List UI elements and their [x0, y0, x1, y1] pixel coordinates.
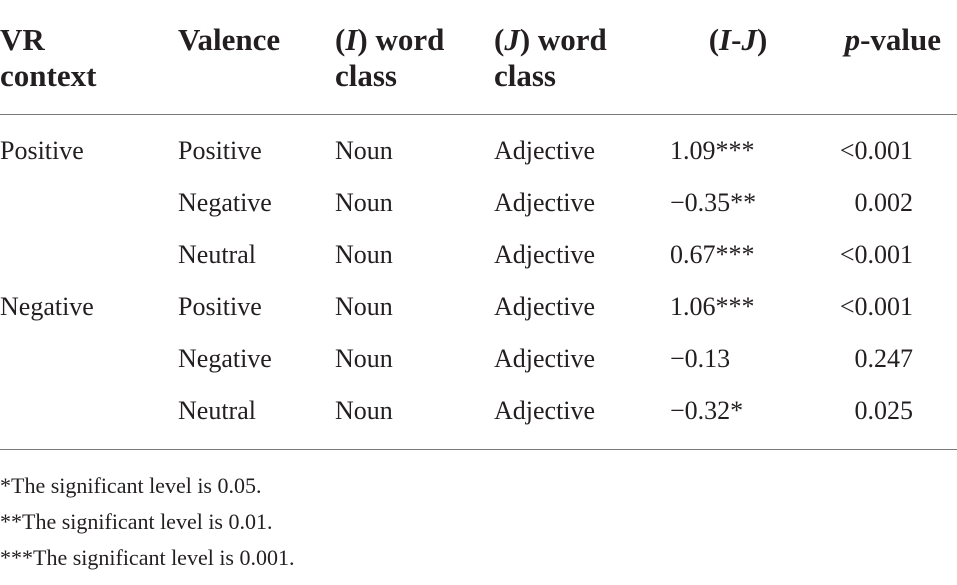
cell-diff: 0.67*** [670, 240, 755, 269]
cell-i-class: Noun [335, 385, 494, 450]
cell-j-class: Adjective [494, 188, 596, 217]
header-diff-i: I [719, 22, 732, 57]
cell-vr-context [0, 333, 178, 385]
cell-vr-context [0, 177, 178, 229]
cell-j-class: Adjective [494, 136, 596, 165]
cell-j-class: Adjective [494, 292, 596, 321]
cell-i-class: Noun [335, 344, 393, 373]
header-diff-dash: - [731, 22, 742, 57]
header-j-var: J [504, 22, 520, 57]
cell-vr-context [0, 229, 178, 281]
header-i-word-class: (I) word class [335, 0, 494, 115]
results-table: VR context Valence (I) word class (J) wo… [0, 0, 957, 450]
cell-j-class: Adjective [494, 385, 670, 450]
cell-p-value: <0.001 [839, 136, 913, 165]
header-diff-close: ) [756, 22, 768, 57]
cell-i-class: Noun [335, 136, 393, 165]
table-footnotes: *The significant level is 0.05. **The si… [0, 468, 295, 576]
footnote: *The significant level is 0.05. [0, 473, 262, 498]
header-p-rest: -value [860, 22, 941, 57]
header-j-close-paren: ) [519, 22, 531, 57]
header-j-word-class: (J) word class [494, 0, 670, 115]
cell-valence: Neutral [178, 385, 335, 450]
cell-diff: 1.06*** [670, 292, 755, 321]
cell-p-value: <0.001 [839, 240, 913, 269]
cell-valence: Negative [178, 344, 272, 373]
cell-p-value: 0.002 [854, 188, 914, 217]
cell-diff: −0.13 [670, 344, 731, 373]
results-table-container: VR context Valence (I) word class (J) wo… [0, 0, 957, 450]
header-j-open-paren: ( [494, 22, 505, 57]
header-i-close-paren: ) [357, 22, 368, 57]
cell-i-class: Noun [335, 240, 393, 269]
header-j-class: class [494, 58, 556, 93]
cell-vr-context: Negative [0, 292, 94, 321]
header-j-word: word [530, 22, 607, 57]
cell-p-value: <0.001 [839, 292, 913, 321]
cell-vr-context: Positive [0, 136, 84, 165]
table-row: Negative Noun Adjective −0.13 0.247 [0, 333, 957, 385]
cell-vr-context [0, 385, 178, 450]
footnote: ***The significant level is 0.001. [0, 545, 295, 570]
header-i-open-paren: ( [335, 22, 346, 57]
header-valence: Valence [178, 0, 335, 115]
cell-diff: −0.35** [670, 188, 757, 217]
table-row: Neutral Noun Adjective −0.32* 0.025 [0, 385, 957, 450]
header-vr-context-line1: VR [0, 22, 45, 57]
table-row: Negative Positive Noun Adjective 1.06***… [0, 281, 957, 333]
cell-p-value: 0.025 [806, 385, 957, 450]
header-diff-j: J [741, 22, 757, 57]
cell-diff: 1.09*** [670, 136, 755, 165]
header-row: VR context Valence (I) word class (J) wo… [0, 0, 957, 115]
table-row: Positive Positive Noun Adjective 1.09***… [0, 115, 957, 178]
header-i-word: word [367, 22, 445, 57]
cell-valence: Negative [178, 188, 272, 217]
header-diff-open: ( [708, 22, 720, 57]
cell-valence: Positive [178, 136, 262, 165]
cell-j-class: Adjective [494, 344, 596, 373]
header-p-value: p-value [806, 0, 957, 115]
cell-i-class: Noun [335, 292, 393, 321]
table-row: Neutral Noun Adjective 0.67*** <0.001 [0, 229, 957, 281]
cell-j-class: Adjective [494, 240, 596, 269]
cell-i-class: Noun [335, 188, 393, 217]
header-diff: (I-J) [670, 0, 806, 115]
header-vr-context-line2: context [0, 58, 97, 93]
cell-valence: Positive [178, 292, 262, 321]
footnote: **The significant level is 0.01. [0, 509, 273, 534]
table-row: Negative Noun Adjective −0.35** 0.002 [0, 177, 957, 229]
header-i-class: class [335, 58, 397, 93]
header-valence-label: Valence [178, 22, 281, 57]
header-vr-context: VR context [0, 0, 178, 115]
header-p-var: p [844, 22, 861, 57]
cell-p-value: 0.247 [854, 344, 914, 373]
header-i-var: I [345, 22, 358, 57]
cell-diff: −0.32* [670, 385, 806, 450]
cell-valence: Neutral [178, 240, 256, 269]
